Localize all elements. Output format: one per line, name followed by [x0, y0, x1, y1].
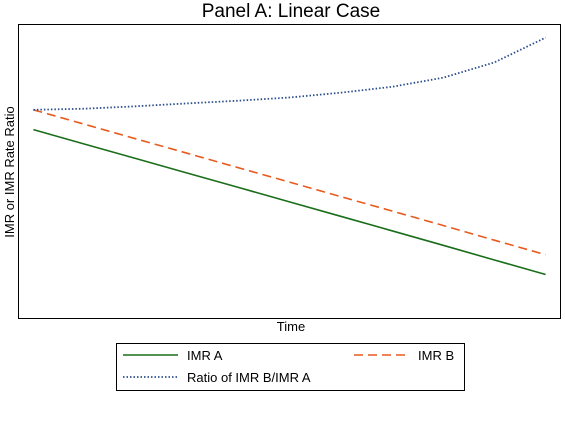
- series-line-ratio-of-imr-b-imr-a: [33, 36, 546, 111]
- legend-label-ratio-of-imr-b-imr-a: Ratio of IMR B/IMR A: [187, 370, 311, 385]
- legend-label-imr-b: IMR B: [418, 348, 454, 363]
- plot-frame: [18, 24, 561, 319]
- y-axis-label: IMR or IMR Rate Ratio: [2, 106, 17, 237]
- chart-title: Panel A: Linear Case: [202, 1, 381, 22]
- legend: IMR A IMR B Ratio of IMR B/IMR A: [116, 343, 465, 391]
- legend-entries: IMR A IMR B Ratio of IMR B/IMR A: [123, 348, 454, 385]
- x-axis-label: Time: [277, 319, 305, 334]
- series-line-imr-b: [33, 109, 546, 256]
- series-line-imr-a: [33, 128, 546, 276]
- legend-label-imr-a: IMR A: [187, 348, 223, 363]
- legend-box: [116, 343, 465, 391]
- series-layer: [33, 36, 546, 276]
